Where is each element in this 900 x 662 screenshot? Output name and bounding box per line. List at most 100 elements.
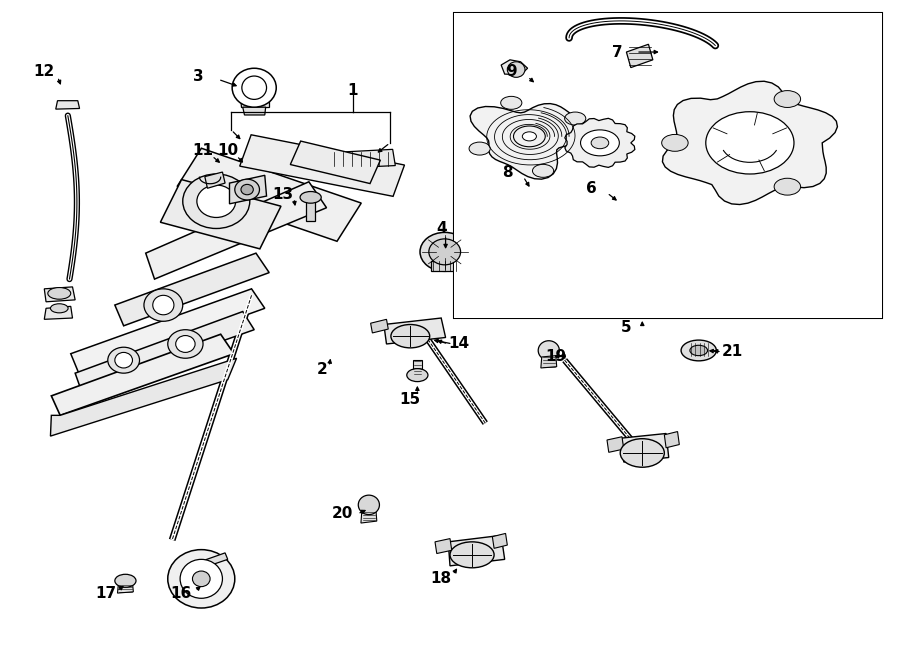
Ellipse shape [538,341,560,360]
Ellipse shape [108,347,140,373]
Polygon shape [470,104,590,179]
Text: 20: 20 [332,506,353,522]
Ellipse shape [115,352,132,368]
Ellipse shape [176,336,195,352]
Polygon shape [50,358,237,436]
Bar [454,13,882,318]
Text: 6: 6 [586,181,597,196]
Ellipse shape [242,76,266,99]
Ellipse shape [197,185,236,217]
Polygon shape [56,101,79,109]
Ellipse shape [690,346,707,355]
Polygon shape [71,289,265,375]
Ellipse shape [300,191,321,203]
Polygon shape [115,253,269,326]
Polygon shape [205,172,225,188]
Ellipse shape [167,330,203,358]
Ellipse shape [508,62,525,77]
Polygon shape [662,81,837,205]
Polygon shape [75,312,254,391]
Polygon shape [541,355,557,368]
Polygon shape [44,307,73,319]
Ellipse shape [620,439,664,467]
Text: 7: 7 [612,44,623,60]
Ellipse shape [358,495,380,514]
Text: 19: 19 [545,350,566,365]
Polygon shape [306,200,315,220]
Ellipse shape [514,126,545,147]
Ellipse shape [193,571,210,587]
Text: 15: 15 [400,392,421,406]
Ellipse shape [774,178,801,195]
Ellipse shape [115,574,136,587]
Polygon shape [430,261,459,271]
Text: 16: 16 [170,587,192,601]
Text: 11: 11 [193,143,213,158]
Text: 1: 1 [347,83,358,99]
Text: 14: 14 [448,336,470,352]
Polygon shape [202,553,228,568]
Polygon shape [361,510,377,523]
Text: 13: 13 [272,187,293,203]
Ellipse shape [407,369,428,381]
Text: 3: 3 [194,70,204,84]
Ellipse shape [48,287,71,299]
Polygon shape [383,318,446,344]
Ellipse shape [144,289,183,321]
Polygon shape [239,135,404,197]
Polygon shape [501,60,527,75]
Ellipse shape [469,142,491,155]
Polygon shape [51,334,234,415]
Text: 5: 5 [621,320,632,335]
Text: 18: 18 [430,571,452,587]
Text: 21: 21 [722,344,742,359]
Polygon shape [435,539,452,553]
Polygon shape [44,287,75,302]
Polygon shape [688,343,711,357]
Polygon shape [413,360,422,375]
Ellipse shape [564,112,586,125]
Ellipse shape [167,549,235,608]
Text: 17: 17 [95,587,117,601]
Ellipse shape [180,559,222,598]
Ellipse shape [235,179,259,200]
Ellipse shape [591,137,608,149]
Polygon shape [622,434,669,462]
Polygon shape [291,141,381,183]
Ellipse shape [241,185,253,195]
Polygon shape [371,319,388,333]
Ellipse shape [580,130,619,156]
Text: 4: 4 [436,221,446,236]
Text: 10: 10 [217,143,239,158]
Polygon shape [160,179,281,249]
Ellipse shape [428,239,461,265]
Polygon shape [448,536,505,566]
Ellipse shape [153,295,174,315]
Text: 8: 8 [502,165,513,179]
Polygon shape [492,534,508,548]
Polygon shape [626,44,652,68]
Polygon shape [243,107,266,115]
Ellipse shape [232,68,276,107]
Text: 9: 9 [507,64,517,79]
Polygon shape [230,175,266,204]
Ellipse shape [774,91,801,107]
Ellipse shape [450,542,494,568]
Ellipse shape [681,340,716,361]
Ellipse shape [420,232,470,271]
Polygon shape [118,583,133,593]
Text: 2: 2 [317,362,328,377]
Polygon shape [328,150,395,169]
Polygon shape [664,432,680,448]
Polygon shape [146,182,327,279]
Text: 12: 12 [33,64,55,79]
Ellipse shape [706,112,794,174]
Ellipse shape [50,304,68,313]
Ellipse shape [391,324,429,348]
Ellipse shape [522,132,536,141]
Ellipse shape [662,134,688,152]
Polygon shape [607,437,624,452]
Ellipse shape [500,97,522,109]
Bar [454,13,882,318]
Polygon shape [177,148,361,241]
